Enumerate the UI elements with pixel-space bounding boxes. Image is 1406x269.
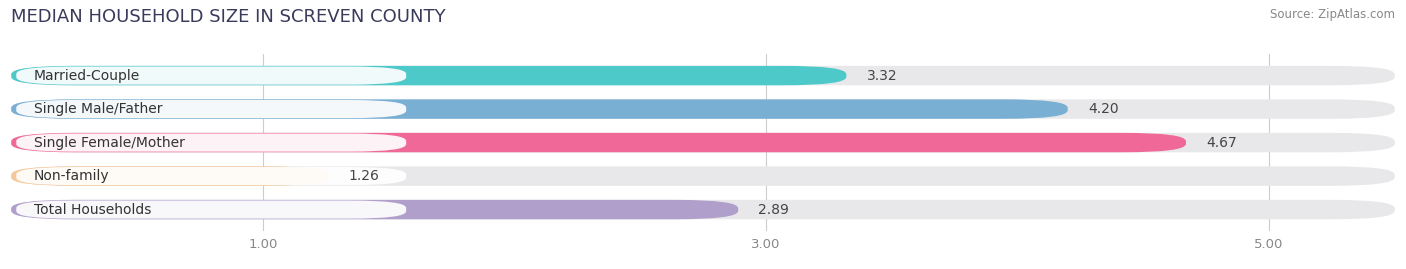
FancyBboxPatch shape [11,200,1395,219]
FancyBboxPatch shape [11,66,1395,85]
FancyBboxPatch shape [11,99,1067,119]
Text: 2.89: 2.89 [758,203,789,217]
FancyBboxPatch shape [11,133,1187,152]
FancyBboxPatch shape [11,133,1395,152]
Text: Single Male/Father: Single Male/Father [34,102,162,116]
FancyBboxPatch shape [17,167,406,185]
Text: MEDIAN HOUSEHOLD SIZE IN SCREVEN COUNTY: MEDIAN HOUSEHOLD SIZE IN SCREVEN COUNTY [11,8,446,26]
Text: Non-family: Non-family [34,169,110,183]
FancyBboxPatch shape [17,133,406,152]
FancyBboxPatch shape [17,100,406,118]
Text: 3.32: 3.32 [866,69,897,83]
FancyBboxPatch shape [11,66,846,85]
Text: Source: ZipAtlas.com: Source: ZipAtlas.com [1270,8,1395,21]
FancyBboxPatch shape [11,99,1395,119]
Text: Total Households: Total Households [34,203,152,217]
Text: Married-Couple: Married-Couple [34,69,141,83]
FancyBboxPatch shape [11,166,328,186]
FancyBboxPatch shape [17,66,406,85]
Text: 1.26: 1.26 [349,169,380,183]
FancyBboxPatch shape [17,200,406,219]
FancyBboxPatch shape [11,166,1395,186]
Text: 4.67: 4.67 [1206,136,1237,150]
Text: 4.20: 4.20 [1088,102,1119,116]
FancyBboxPatch shape [11,200,738,219]
Text: Single Female/Mother: Single Female/Mother [34,136,184,150]
